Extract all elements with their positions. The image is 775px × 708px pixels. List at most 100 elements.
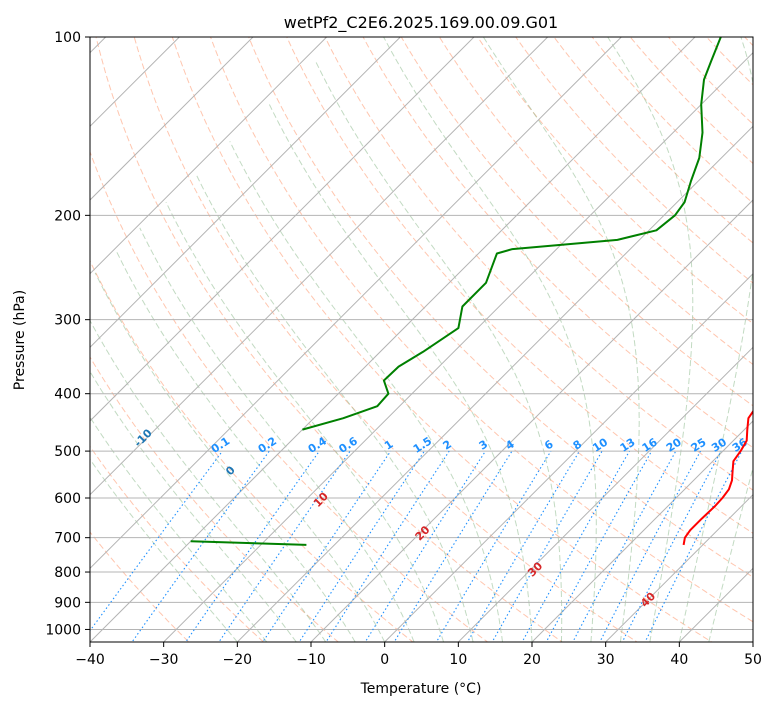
dry-adiabat-line	[591, 37, 753, 204]
mixing-ratio-label: 1.5	[411, 434, 434, 456]
dry-adiabat-line	[770, 24, 775, 654]
mixing-ratio-label: 3	[477, 438, 491, 453]
dry-adiabat-line	[477, 37, 753, 325]
dry-adiabat-line	[667, 37, 753, 125]
moist-adiabat-line	[482, 37, 640, 642]
isotherm-line	[90, 37, 696, 642]
x-tick-label: −10	[296, 652, 326, 668]
x-axis-label: Temperature (°C)	[360, 681, 482, 697]
isotherm-line	[605, 493, 753, 642]
y-tick-label: 700	[54, 531, 81, 547]
dry-adiabat-line	[553, 37, 753, 244]
dry-adiabat-line	[209, 37, 753, 623]
profile-lines	[190, 37, 753, 546]
mixing-ratio-line	[364, 450, 486, 642]
mixing-ratio-line	[491, 450, 603, 642]
dry-adiabat-label: 20	[413, 523, 433, 543]
dry-adiabat-line	[515, 37, 753, 284]
dry-adiabat-line	[90, 356, 340, 642]
mixing-ratio-label: 0.2	[256, 434, 279, 456]
plot-frame	[89, 36, 754, 643]
x-tick-label: 10	[449, 652, 467, 668]
background-lines	[90, 24, 775, 654]
y-tick-label: 400	[54, 387, 81, 403]
mixing-ratio-line	[185, 450, 320, 642]
moist-adiabat-line	[268, 104, 533, 642]
y-tick-label: 100	[54, 30, 81, 46]
y-axis-label: Pressure (hPa)	[12, 290, 28, 390]
mixing-ratio-line	[325, 450, 450, 642]
mixing-ratio-label: 0.6	[336, 434, 360, 456]
mixing-ratio-line	[644, 450, 743, 642]
isotherm-line	[457, 346, 753, 642]
isotherm-line	[310, 199, 753, 642]
moist-adiabat-line	[90, 370, 297, 642]
moist-adiabat-line	[195, 173, 474, 642]
y-tick-label: 300	[54, 313, 81, 329]
isotherm-line	[90, 37, 254, 201]
moist-adiabat-line	[315, 61, 563, 642]
mixing-ratio-label: 6	[542, 437, 556, 452]
dry-adiabat-line	[90, 150, 489, 642]
dry-adiabat-line	[171, 37, 713, 642]
dry-adiabat-label: -10	[132, 426, 155, 449]
dry-adiabat-line	[705, 37, 753, 86]
x-tick-label: 40	[670, 652, 688, 668]
dry-adiabat-label: 30	[525, 559, 545, 579]
dry-adiabat-line	[248, 37, 753, 578]
mixing-ratio-line	[90, 450, 223, 632]
y-tick-label: 200	[54, 208, 81, 224]
mixing-ratio-line	[466, 450, 580, 642]
temperature-profile-line	[682, 409, 753, 546]
chart-title: wetPf2_C2E6.2025.169.00.09.G01	[284, 13, 558, 33]
dry-adiabat-line	[324, 37, 753, 491]
y-tick-label: 900	[54, 595, 81, 611]
y-axis: 100 200 300 400 500 600 700 800 900 1000	[45, 30, 90, 638]
mixing-ratio-line	[572, 450, 677, 642]
x-tick-label: 30	[597, 652, 615, 668]
dry-adiabat-line	[362, 37, 753, 449]
mixing-ratio-line	[131, 450, 270, 642]
mixing-ratio-label: 8	[571, 438, 585, 453]
dry-adiabat-line	[90, 259, 414, 642]
dry-adiabat-line	[95, 37, 564, 642]
dry-adiabat-line	[438, 37, 753, 366]
x-tick-label: −20	[223, 652, 253, 668]
isotherm-line	[90, 37, 328, 275]
mixing-ratio-line	[298, 450, 425, 642]
moist-adiabat-line	[90, 319, 327, 642]
isotherm-line	[90, 37, 401, 349]
mixing-ratio-label: 0.1	[209, 434, 232, 456]
x-tick-label: 50	[744, 652, 762, 668]
moist-adiabat-line	[607, 37, 694, 642]
dewpoint-profile-line	[190, 540, 307, 546]
dry-adiabat-line	[744, 37, 753, 47]
moist-adiabat-line	[165, 201, 445, 642]
moist-adiabat-line	[115, 251, 386, 642]
mixing-ratio-labels: 0.1 0.2 0.4 0.6 1 1.5 2 3 4 6 8 10 13 16 20 25 30 36	[209, 434, 750, 456]
dry-adiabat-line	[90, 445, 265, 642]
mixing-ratio-line	[262, 450, 392, 642]
mixing-ratio-label: 30	[709, 435, 729, 454]
dry-adiabat-line	[286, 37, 753, 534]
dry-adiabat-label: -30	[0, 366, 2, 389]
moist-adiabat-line	[383, 37, 597, 642]
mixing-ratio-line	[545, 450, 653, 642]
moist-adiabat-line	[678, 37, 753, 642]
isotherm-line	[90, 37, 622, 570]
isotherm-line	[90, 37, 549, 496]
mixing-ratio-line	[435, 450, 552, 642]
isotherm-line	[531, 420, 753, 642]
x-tick-label: −40	[75, 652, 105, 668]
moist-adiabat-line	[90, 458, 238, 642]
mixing-ratio-line	[393, 450, 513, 642]
mixing-ratio-label: 0.4	[306, 434, 330, 456]
isotherm-line	[752, 641, 753, 642]
isotherm-line	[163, 51, 753, 642]
x-tick-label: 20	[523, 652, 541, 668]
isotherm-line	[236, 125, 753, 642]
dry-adiabat-line	[400, 37, 753, 407]
